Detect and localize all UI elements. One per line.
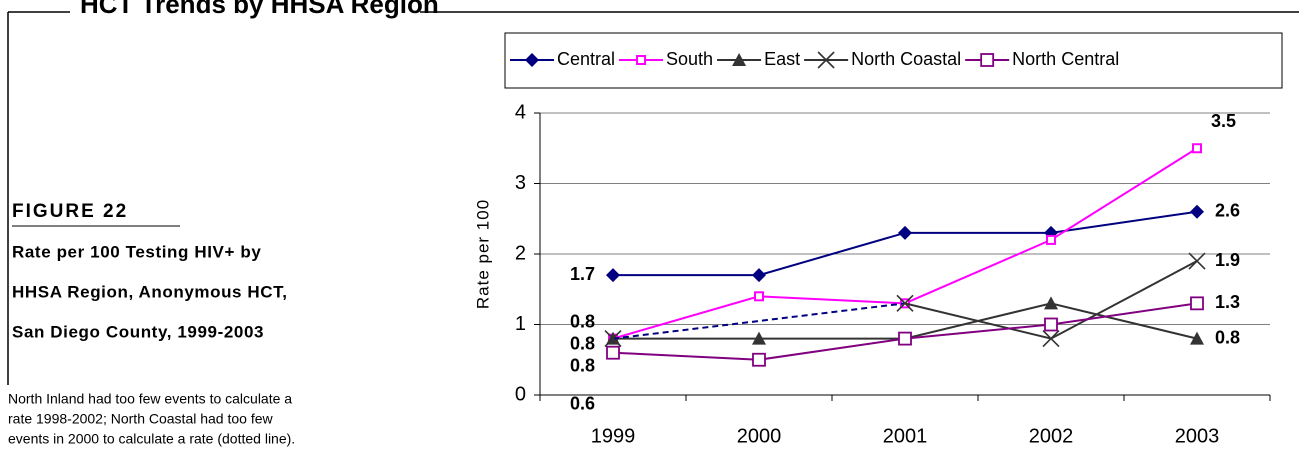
marker — [1188, 252, 1206, 270]
data-label: 0.8 — [570, 333, 595, 353]
x-tick-label: 2002 — [1029, 425, 1074, 447]
data-label: 1.9 — [1215, 250, 1240, 270]
data-label: 1.7 — [570, 264, 595, 284]
data-label: 3.5 — [1211, 111, 1236, 131]
marker — [752, 331, 766, 345]
marker — [752, 352, 766, 367]
marker — [636, 55, 647, 65]
figure-label: FIGURE 22 — [12, 201, 128, 222]
marker — [1190, 331, 1204, 345]
note-line: rate 1998-2002; North Coastal had too fe… — [8, 411, 274, 427]
series-line — [612, 147, 1198, 340]
gap-connector — [612, 302, 906, 340]
marker — [898, 331, 912, 346]
legend-label: North Coastal — [851, 49, 961, 69]
marker — [752, 268, 766, 283]
marker — [1190, 204, 1204, 219]
page-title: HCT Trends by HHSA Region — [80, 0, 439, 19]
y-tick-label: 3 — [515, 172, 526, 194]
legend-label: East — [764, 49, 800, 69]
x-tick-label: 2000 — [737, 425, 782, 447]
marker — [606, 345, 620, 360]
x-tick-label: 1999 — [591, 425, 636, 447]
legend-label: South — [666, 49, 713, 69]
marker — [898, 225, 912, 240]
marker — [1044, 296, 1058, 310]
data-label: 0.8 — [570, 311, 595, 331]
marker — [1190, 296, 1204, 311]
legend-label: Central — [557, 49, 615, 69]
marker — [1192, 143, 1202, 154]
y-tick-label: 4 — [515, 101, 526, 123]
marker — [1044, 317, 1058, 332]
marker — [604, 330, 622, 348]
caption-line: HHSA Region, Anonymous HCT, — [12, 282, 288, 301]
note-line: events in 2000 to calculate a rate (dott… — [8, 431, 295, 447]
y-tick-label: 1 — [515, 313, 526, 335]
series-line — [613, 210, 1198, 277]
y-tick-label: 0 — [515, 383, 526, 405]
y-axis-title: Rate per 100 — [473, 199, 492, 309]
x-tick-label: 2001 — [883, 425, 928, 447]
marker — [817, 51, 835, 69]
legend-label: North Central — [1012, 49, 1119, 69]
legend-box — [504, 32, 1283, 89]
series-line — [612, 302, 1198, 361]
marker — [1046, 234, 1056, 245]
marker — [1042, 330, 1060, 348]
data-label: 0.6 — [570, 393, 595, 413]
caption-line: San Diego County, 1999-2003 — [12, 322, 264, 341]
data-label: 0.8 — [570, 355, 595, 375]
note-line: North Inland had too few events to calcu… — [8, 391, 292, 407]
marker — [732, 53, 747, 66]
x-tick-label: 2003 — [1175, 425, 1220, 447]
data-label: 0.8 — [1215, 327, 1240, 347]
marker — [525, 53, 539, 67]
data-label: 1.3 — [1215, 292, 1240, 312]
marker — [754, 291, 764, 302]
marker — [606, 268, 620, 283]
marker — [896, 294, 914, 312]
marker — [980, 53, 995, 67]
y-tick-label: 2 — [515, 242, 526, 264]
caption-line: Rate per 100 Testing HIV+ by — [12, 242, 261, 261]
data-label: 2.6 — [1215, 200, 1240, 220]
